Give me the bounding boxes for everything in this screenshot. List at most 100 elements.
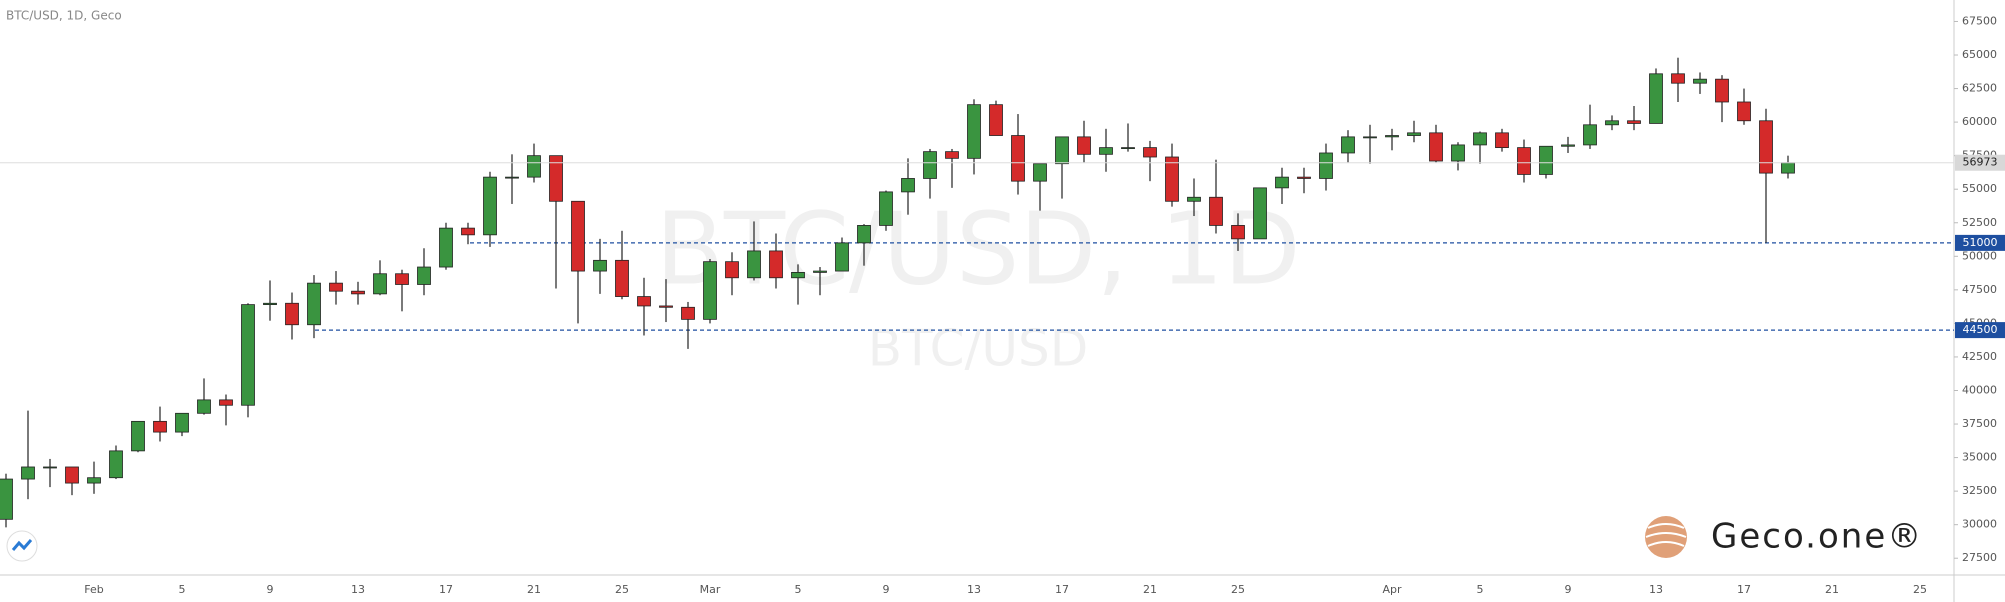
candle-body [945, 151, 959, 159]
y-tick-label: 52500 [1962, 216, 1997, 229]
candle-body [285, 302, 299, 326]
logo-icon [1645, 516, 1687, 558]
candle-body [307, 282, 321, 326]
candle-body [1055, 136, 1069, 165]
candle-body [769, 250, 783, 279]
candle-body [197, 399, 211, 414]
x-tick-label: 25 [1231, 583, 1245, 596]
x-tick-label: 5 [1477, 583, 1484, 596]
x-tick-label: 5 [795, 583, 802, 596]
x-tick-label: 9 [1565, 583, 1572, 596]
y-tick-label: 55000 [1962, 182, 1997, 195]
candle-body [1715, 78, 1729, 103]
y-tick-label: 37500 [1962, 417, 1997, 430]
x-tick-label: 5 [179, 583, 186, 596]
x-tick-label: 17 [439, 583, 453, 596]
watermark-sub: BTC/USD [868, 320, 1089, 378]
candle-body [1693, 78, 1707, 84]
candle-body [1187, 196, 1201, 202]
candle-body [417, 266, 431, 285]
candle-body [1429, 132, 1443, 162]
candle-body [967, 104, 981, 159]
candle-body [1407, 132, 1421, 136]
candle-body [43, 466, 57, 469]
candle-body [1231, 225, 1245, 240]
candle-body [21, 466, 35, 480]
candle-body [901, 178, 915, 193]
candle-body [527, 155, 541, 178]
plot-area [0, 57, 1954, 528]
candle-body [1143, 147, 1157, 158]
level-label-bg [1955, 322, 2005, 339]
watermark: BTC/USD, 1D [655, 190, 1300, 307]
candle-body [835, 242, 849, 272]
y-tick-label: 42500 [1962, 350, 1997, 363]
candle-body [1627, 120, 1641, 124]
candle-body [1253, 187, 1267, 240]
candle-body [1275, 176, 1289, 189]
candle-body [1341, 136, 1355, 154]
candle-body [923, 151, 937, 179]
y-tick-label: 62500 [1962, 82, 1997, 95]
x-tick-label: Mar [700, 583, 721, 596]
candle-body [175, 412, 189, 433]
x-tick-label: 17 [1055, 583, 1069, 596]
candle-body [65, 466, 79, 484]
candle-body [1363, 136, 1377, 139]
candle-body [549, 155, 563, 202]
candle-body [483, 176, 497, 236]
candle-body [505, 176, 519, 179]
candle-body [747, 250, 761, 279]
y-tick-label: 27500 [1962, 551, 1997, 564]
candle-body [87, 477, 101, 484]
y-tick-label: 47500 [1962, 283, 1997, 296]
candle-body [1011, 135, 1025, 182]
candle-body [989, 104, 1003, 136]
candle-body [395, 273, 409, 285]
y-tick-label: 65000 [1962, 48, 1997, 61]
candle-body [219, 399, 233, 406]
candle-body [109, 450, 123, 479]
level-label-bg [1955, 234, 2005, 251]
x-tick-label: 9 [267, 583, 274, 596]
y-tick-label: 67500 [1962, 14, 1997, 27]
candle-body [439, 227, 453, 268]
y-tick-label: 60000 [1962, 115, 1997, 128]
candle-body [1605, 120, 1619, 126]
x-tick-label: 17 [1737, 583, 1751, 596]
x-tick-label: 13 [967, 583, 981, 596]
candle-body [879, 191, 893, 226]
last-price-bg [1955, 154, 2005, 171]
candle-body [1077, 136, 1091, 155]
candle-body [1517, 147, 1531, 175]
candle-body [1209, 196, 1223, 226]
y-tick-label: 40000 [1962, 383, 1997, 396]
y-tick-label: 30000 [1962, 518, 1997, 531]
candle-body [659, 305, 673, 308]
candle-body [0, 478, 13, 520]
candle-body [857, 225, 871, 244]
candle-body [1495, 132, 1509, 149]
x-tick-label: 13 [351, 583, 365, 596]
chart-title: BTC/USD, 1D, Geco [6, 9, 122, 23]
candle-body [1121, 147, 1135, 150]
candle-body [351, 290, 365, 295]
candle-body [1759, 120, 1773, 174]
candle-body [1583, 124, 1597, 146]
candle-body [813, 270, 827, 273]
candle-body [241, 304, 255, 406]
candle-body [1451, 144, 1465, 162]
candle-body [571, 200, 585, 272]
candle-body [593, 259, 607, 272]
candle-body [703, 261, 717, 320]
x-tick-label: 13 [1649, 583, 1663, 596]
candle-body [1319, 152, 1333, 179]
candle-body [1165, 156, 1179, 202]
candle-body [263, 302, 277, 306]
x-tick-label: Apr [1382, 583, 1402, 596]
candle-body [1539, 145, 1553, 175]
candle-body [725, 261, 739, 279]
x-tick-label: 25 [1913, 583, 1927, 596]
candle-body [681, 306, 695, 320]
